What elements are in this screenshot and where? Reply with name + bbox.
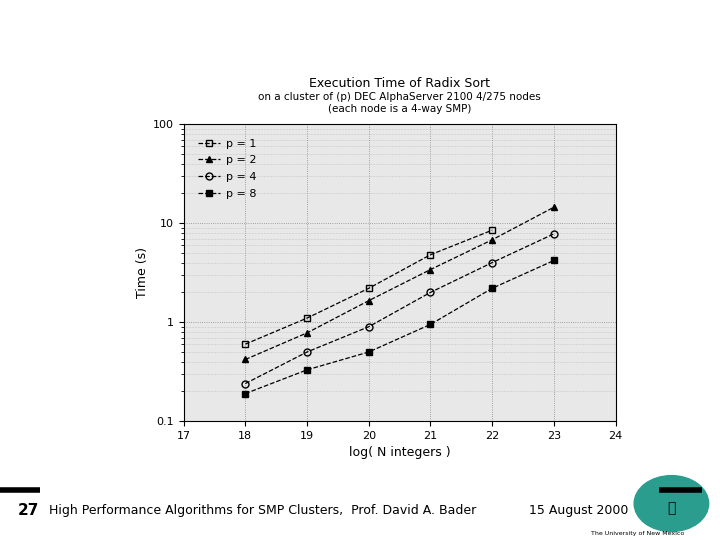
p = 2 — [302, 329, 311, 336]
p = 2 — [364, 298, 373, 304]
p = 1 — [241, 341, 250, 347]
p = 4 — [549, 231, 558, 237]
p = 8 — [241, 390, 250, 397]
Text: 15 August 2000: 15 August 2000 — [529, 504, 629, 517]
p = 2 — [426, 266, 435, 273]
p = 2 — [488, 237, 497, 243]
Circle shape — [634, 476, 708, 531]
Line: p = 4: p = 4 — [242, 231, 557, 387]
p = 4 — [426, 289, 435, 295]
Y-axis label: Time (s): Time (s) — [135, 247, 149, 298]
Text: The University of New Mexico: The University of New Mexico — [590, 531, 684, 536]
Text: High Performance Algorithms for SMP Clusters,  Prof. David A. Bader: High Performance Algorithms for SMP Clus… — [49, 504, 476, 517]
Text: 🏛: 🏛 — [667, 502, 675, 516]
p = 4 — [364, 323, 373, 330]
p = 8 — [488, 285, 497, 292]
p = 1 — [426, 252, 435, 258]
p = 1 — [364, 285, 373, 292]
Line: p = 8: p = 8 — [242, 257, 557, 397]
p = 8 — [364, 349, 373, 355]
p = 4 — [241, 380, 250, 387]
Line: p = 1: p = 1 — [242, 227, 495, 348]
Text: 27: 27 — [18, 503, 40, 518]
X-axis label: log( N integers ): log( N integers ) — [348, 447, 451, 460]
Legend: p = 1, p = 2, p = 4, p = 8: p = 1, p = 2, p = 4, p = 8 — [189, 130, 265, 207]
p = 2 — [549, 204, 558, 211]
p = 4 — [302, 349, 311, 355]
p = 2 — [241, 356, 250, 363]
Text: Execution Time of Radix Sort: Execution Time of Radix Sort — [309, 77, 490, 90]
p = 1 — [488, 227, 497, 233]
Text: (each node is a 4-way SMP): (each node is a 4-way SMP) — [328, 104, 472, 114]
p = 1 — [302, 315, 311, 321]
p = 4 — [488, 259, 497, 266]
p = 8 — [426, 321, 435, 328]
p = 8 — [549, 257, 558, 264]
Text: on a cluster of (p) DEC AlphaServer 2100 4/275 nodes: on a cluster of (p) DEC AlphaServer 2100… — [258, 92, 541, 102]
Line: p = 2: p = 2 — [242, 204, 557, 363]
p = 8 — [302, 367, 311, 373]
